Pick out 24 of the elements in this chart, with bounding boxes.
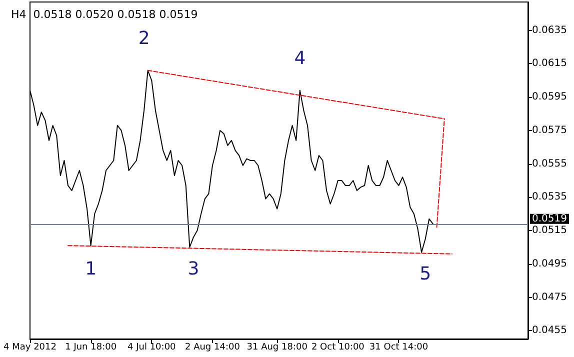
x-tick-label: 31 Oct 14:00	[369, 342, 428, 352]
ref-line-label: 0.0519	[532, 213, 567, 224]
x-tick-label: 2 Aug 14:00	[184, 342, 240, 352]
annotation: 4	[294, 48, 306, 70]
annotation: 5	[420, 263, 432, 284]
y-tick-label: 0.0515	[532, 225, 567, 236]
y-tick-label: 0.0595	[532, 92, 567, 103]
y-tick-label: 0.0475	[532, 292, 567, 303]
y-tick-label: 0.0455	[532, 325, 567, 336]
x-tick-label: 4 Jul 10:00	[128, 342, 176, 352]
x-tick-label: 4 May 2012	[4, 342, 56, 352]
y-tick-label: 0.0615	[532, 58, 567, 70]
y-tick-label: 0.0575	[532, 124, 567, 136]
y-tick-label: 0.0555	[532, 158, 567, 170]
y-tick-label: 0.0635	[532, 24, 567, 36]
y-tick-label: 0.0495	[532, 258, 567, 270]
annotation: 3	[188, 258, 200, 280]
annotation: 2	[138, 28, 150, 50]
text: H4 0.0518 0.0520 0.0518 0.0519	[11, 8, 198, 21]
y-tick-label: 0.0535	[532, 192, 567, 203]
x-tick-label: 2 Oct 10:00	[311, 342, 365, 352]
annotation: 1	[85, 258, 97, 280]
x-tick-label: 1 Jun 18:00	[65, 342, 117, 352]
x-tick-label: 31 Aug 18:00	[246, 342, 308, 352]
